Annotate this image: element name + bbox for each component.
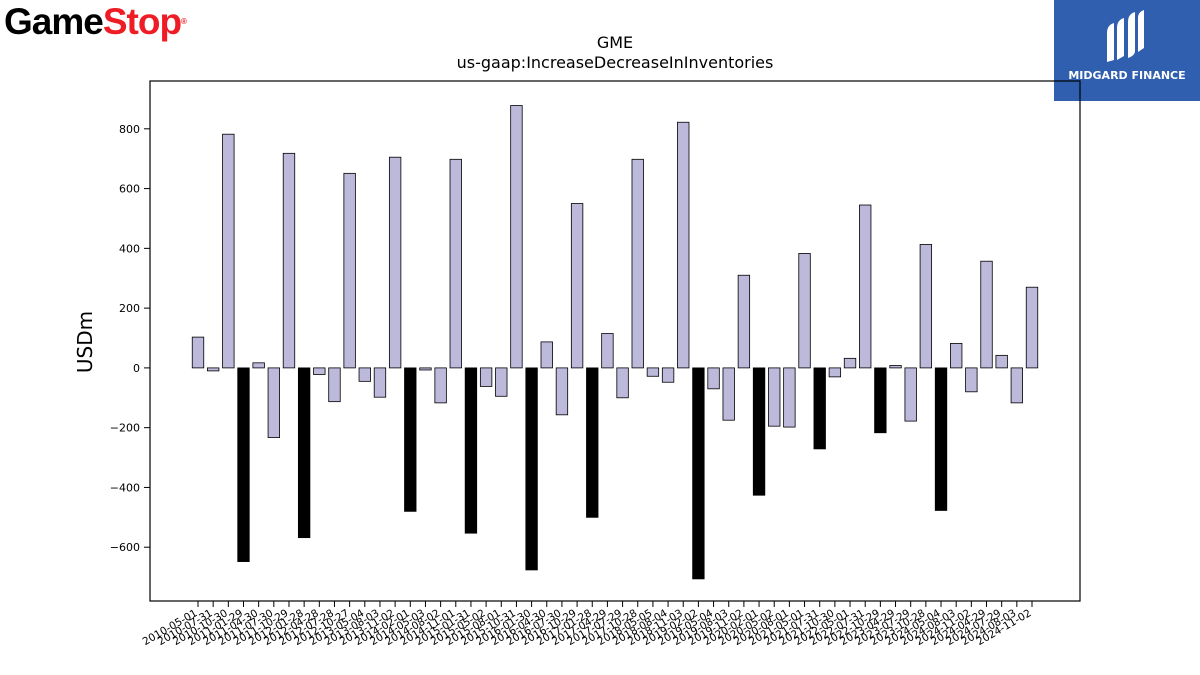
y-axis-ticks: −600 −400 −200 0 200 400 600 800: [110, 123, 150, 554]
bar: [237, 367, 250, 562]
bar: [889, 365, 902, 369]
bar: [1010, 367, 1023, 404]
bar: [813, 367, 826, 450]
gamestop-logo-reg: ®: [181, 17, 187, 26]
bar: [859, 204, 872, 369]
plot-frame: [149, 80, 1081, 602]
bar: [934, 367, 948, 511]
bar: [631, 158, 644, 369]
bar: [525, 367, 538, 571]
bar: [904, 367, 917, 422]
bar: [798, 253, 811, 369]
bar: [843, 357, 857, 369]
midgard-emblem-icon: [1107, 10, 1144, 62]
chart-title: GME: [597, 33, 633, 52]
gamestop-logo: GameStop®: [4, 1, 187, 42]
bar: [313, 367, 326, 375]
bar: [373, 367, 387, 398]
bar: [616, 367, 629, 399]
bar: [328, 367, 341, 403]
y-tick-label: −600: [110, 541, 140, 554]
bar: [449, 158, 462, 369]
bar: [828, 367, 842, 378]
bar: [965, 367, 978, 393]
bar: [722, 367, 735, 421]
midgard-finance-text: MIDGARD FINANCE: [1068, 69, 1186, 82]
bar: [358, 367, 371, 382]
y-tick-label: −400: [110, 481, 140, 494]
bar: [267, 367, 280, 438]
y-tick-label: 800: [119, 123, 140, 136]
bar: [586, 367, 599, 518]
bar: [919, 244, 933, 369]
bar: [783, 367, 796, 428]
bar: [297, 367, 311, 539]
bar: [737, 274, 751, 369]
bar: [1025, 286, 1039, 369]
bar: [282, 152, 296, 369]
midgard-finance-logo: MIDGARD FINANCE: [1054, 0, 1200, 101]
y-tick-label: 0: [133, 362, 140, 375]
y-axis-label: USDm: [73, 311, 97, 373]
bar: [388, 156, 402, 369]
bar: [995, 354, 1008, 369]
y-tick-label: −200: [110, 422, 140, 435]
y-tick-label: 600: [119, 183, 140, 196]
chart-subtitle: us-gaap:IncreaseDecreaseInInventories: [457, 53, 774, 72]
bar: [191, 336, 205, 369]
bar: [752, 367, 766, 496]
bar: [479, 367, 493, 387]
x-axis-ticks: 2010-05-012010-07-312010-10-302011-01-29…: [141, 601, 1034, 648]
bar: [222, 133, 235, 369]
bar: [692, 367, 705, 580]
bar: [601, 333, 614, 369]
bar: [570, 203, 584, 369]
bar: [464, 367, 478, 534]
y-tick-label: 400: [119, 242, 140, 255]
bar: [404, 367, 417, 512]
bar: [677, 121, 690, 369]
bar: [555, 367, 569, 416]
bar: [874, 367, 887, 434]
bar: [495, 367, 508, 397]
bar: [950, 342, 963, 369]
bar: [980, 260, 993, 369]
bar: [540, 341, 553, 369]
gamestop-logo-game: Game: [4, 1, 104, 42]
gamestop-logo-stop: Stop: [102, 1, 182, 42]
bar: [661, 367, 675, 383]
bar: [646, 367, 660, 377]
bar: [768, 367, 781, 427]
bar: [252, 362, 265, 369]
bars-group: [191, 105, 1039, 580]
bar: [419, 367, 432, 371]
y-tick-label: 200: [119, 302, 140, 315]
bar: [206, 367, 220, 372]
bar: [707, 367, 720, 390]
bar: [343, 172, 356, 369]
bar: [434, 367, 447, 404]
bar: [510, 105, 523, 369]
